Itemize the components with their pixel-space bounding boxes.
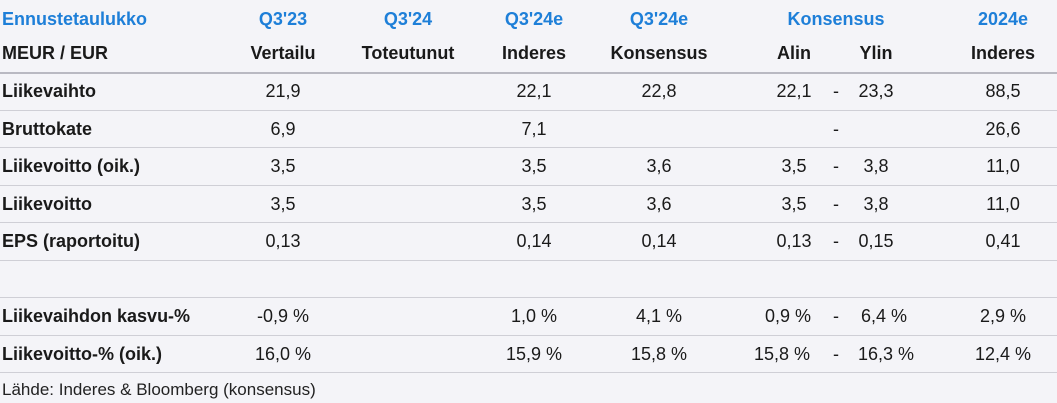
row-divider bbox=[0, 260, 1057, 261]
col-header-q3-24e-consensus: Q3'24e bbox=[629, 9, 689, 29]
cell-inderes: 3,5 bbox=[521, 156, 547, 176]
cell-range-dash: - bbox=[833, 344, 839, 364]
cell-q3-23: 3,5 bbox=[270, 156, 296, 176]
col-sub-alin: Alin bbox=[777, 43, 811, 63]
cell-low: 0,13 bbox=[776, 231, 812, 251]
col-sub-konsensus: Konsensus bbox=[610, 43, 708, 63]
row-label: Liikevoitto bbox=[2, 194, 93, 214]
row-label: Liikevoitto (oik.) bbox=[2, 156, 141, 176]
cell-range-dash: - bbox=[833, 119, 839, 139]
cell-consensus: 0,14 bbox=[641, 231, 677, 251]
row-label: Bruttokate bbox=[2, 119, 93, 139]
cell-2024e: 11,0 bbox=[986, 156, 1020, 176]
header-row-sources: MEUR / EUR Vertailu Toteutunut Inderes K… bbox=[0, 36, 1057, 70]
cell-high: 6,4 % bbox=[860, 306, 908, 326]
source-note: Lähde: Inderes & Bloomberg (konsensus) bbox=[2, 380, 316, 399]
header-divider bbox=[0, 72, 1057, 74]
row-divider bbox=[0, 297, 1057, 298]
table-row: Liikevaihto 21,9 22,1 22,8 22,1 - 23,3 8… bbox=[0, 74, 1057, 108]
cell-low: 22,1 bbox=[776, 81, 812, 101]
col-sub-toteutunut: Toteutunut bbox=[361, 43, 455, 63]
cell-2024e: 2,9 % bbox=[979, 306, 1027, 326]
cell-q3-23: 6,9 bbox=[270, 119, 296, 139]
cell-high: 23,3 bbox=[858, 81, 894, 101]
cell-high: 0,15 bbox=[858, 231, 894, 251]
col-header-consensus: Konsensus bbox=[787, 9, 885, 29]
cell-2024e: 11,0 bbox=[986, 194, 1020, 214]
cell-low: 3,5 bbox=[781, 156, 807, 176]
cell-high: 16,3 % bbox=[857, 344, 915, 364]
col-sub-vertailu: Vertailu bbox=[250, 43, 316, 63]
cell-high: 3,8 bbox=[863, 194, 889, 214]
cell-range-dash: - bbox=[833, 306, 839, 326]
cell-high: 3,8 bbox=[863, 156, 889, 176]
cell-range-dash: - bbox=[833, 231, 839, 251]
col-sub-inderes-2024e: Inderes bbox=[970, 43, 1036, 63]
col-sub-inderes: Inderes bbox=[501, 43, 567, 63]
row-label: Liikevoitto-% (oik.) bbox=[2, 344, 163, 364]
cell-inderes: 1,0 % bbox=[510, 306, 558, 326]
cell-consensus: 3,6 bbox=[646, 194, 672, 214]
cell-2024e: 0,41 bbox=[985, 231, 1021, 251]
cell-inderes: 22,1 bbox=[516, 81, 552, 101]
cell-inderes: 15,9 % bbox=[505, 344, 563, 364]
cell-consensus: 22,8 bbox=[641, 81, 677, 101]
cell-consensus: 3,6 bbox=[646, 156, 672, 176]
cell-low: 0,9 % bbox=[764, 306, 812, 326]
table-row: EPS (raportoitu) 0,13 0,14 0,14 0,13 - 0… bbox=[0, 224, 1057, 258]
cell-range-dash: - bbox=[833, 81, 839, 101]
table-row: Liikevoitto (oik.) 3,5 3,5 3,6 3,5 - 3,8… bbox=[0, 149, 1057, 183]
row-divider bbox=[0, 185, 1057, 186]
col-header-q3-24: Q3'24 bbox=[383, 9, 433, 29]
row-divider bbox=[0, 335, 1057, 336]
cell-inderes: 7,1 bbox=[521, 119, 547, 139]
col-sub-ylin: Ylin bbox=[859, 43, 893, 63]
cell-consensus: 15,8 % bbox=[630, 344, 688, 364]
row-divider bbox=[0, 222, 1057, 223]
cell-consensus: 4,1 % bbox=[635, 306, 683, 326]
col-header-2024e: 2024e bbox=[977, 9, 1029, 29]
cell-low: 3,5 bbox=[781, 194, 807, 214]
cell-q3-23: 21,9 bbox=[265, 81, 301, 101]
row-divider bbox=[0, 147, 1057, 148]
col-header-q3-23: Q3'23 bbox=[258, 9, 308, 29]
row-label: Liikevaihto bbox=[2, 81, 97, 101]
unit-label: MEUR / EUR bbox=[2, 43, 109, 63]
table-row: Liikevoitto-% (oik.) 16,0 % 15,9 % 15,8 … bbox=[0, 337, 1057, 371]
cell-range-dash: - bbox=[833, 194, 839, 214]
cell-range-dash: - bbox=[833, 156, 839, 176]
table-row: Liikevaihdon kasvu-% -0,9 % 1,0 % 4,1 % … bbox=[0, 299, 1057, 333]
cell-2024e: 88,5 bbox=[985, 81, 1021, 101]
cell-q3-23: 0,13 bbox=[265, 231, 301, 251]
row-label: EPS (raportoitu) bbox=[2, 231, 140, 251]
header-row-periods: Ennustetaulukko Q3'23 Q3'24 Q3'24e Q3'24… bbox=[0, 2, 1057, 36]
table-row: Bruttokate 6,9 7,1 - 26,6 bbox=[0, 112, 1057, 146]
cell-q3-23: 3,5 bbox=[270, 194, 296, 214]
row-divider bbox=[0, 110, 1057, 111]
row-label: Liikevaihdon kasvu-% bbox=[2, 306, 191, 326]
col-header-q3-24e-inderes: Q3'24e bbox=[504, 9, 564, 29]
cell-low: 15,8 % bbox=[753, 344, 811, 364]
cell-q3-23: 16,0 % bbox=[254, 344, 312, 364]
row-divider bbox=[0, 372, 1057, 373]
table-title: Ennustetaulukko bbox=[2, 9, 148, 29]
cell-inderes: 0,14 bbox=[516, 231, 552, 251]
cell-2024e: 12,4 % bbox=[974, 344, 1032, 364]
cell-2024e: 26,6 bbox=[985, 119, 1021, 139]
cell-q3-23: -0,9 % bbox=[256, 306, 310, 326]
table-row: Liikevoitto 3,5 3,5 3,6 3,5 - 3,8 11,0 bbox=[0, 187, 1057, 221]
cell-inderes: 3,5 bbox=[521, 194, 547, 214]
